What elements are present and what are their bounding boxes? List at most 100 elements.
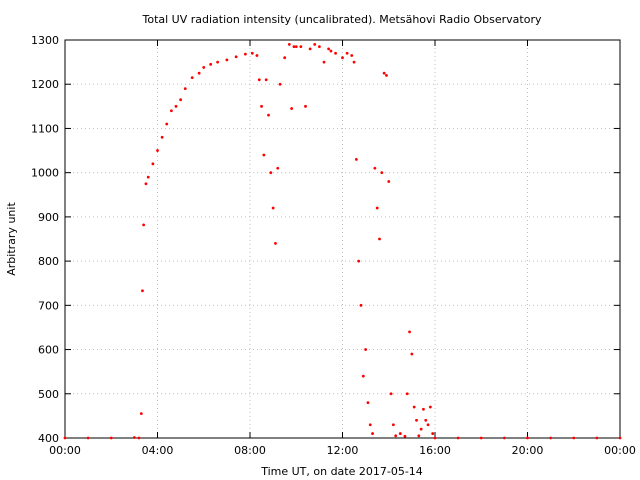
data-point bbox=[257, 78, 261, 82]
data-point bbox=[202, 66, 206, 69]
data-point bbox=[389, 392, 393, 396]
data-point bbox=[380, 171, 384, 175]
data-point bbox=[424, 418, 428, 422]
data-point bbox=[287, 43, 291, 46]
data-point bbox=[385, 73, 388, 77]
data-point bbox=[433, 436, 437, 440]
x-tick-label: 08:00 bbox=[234, 444, 266, 457]
data-point bbox=[341, 56, 344, 60]
data-point bbox=[375, 206, 379, 210]
data-point bbox=[169, 109, 173, 113]
data-point bbox=[271, 206, 275, 210]
data-point bbox=[141, 289, 144, 293]
data-point bbox=[299, 45, 303, 49]
x-tick-label: 00:00 bbox=[604, 444, 636, 457]
data-point bbox=[373, 166, 377, 170]
data-point bbox=[156, 149, 159, 152]
data-point bbox=[109, 436, 113, 440]
data-point bbox=[391, 423, 395, 427]
data-point bbox=[144, 182, 148, 186]
x-axis-label: Time UT, on date 2017-05-14 bbox=[260, 465, 423, 478]
data-point bbox=[354, 158, 358, 161]
data-point bbox=[595, 436, 599, 440]
data-point bbox=[456, 436, 460, 440]
data-point bbox=[398, 432, 402, 435]
data-point bbox=[345, 51, 349, 55]
y-tick-label: 900 bbox=[38, 211, 59, 224]
data-point bbox=[139, 412, 143, 416]
data-point bbox=[146, 175, 150, 179]
data-point bbox=[419, 427, 423, 431]
chart-title: Total UV radiation intensity (uncalibrat… bbox=[142, 13, 542, 26]
data-point bbox=[394, 434, 398, 438]
data-point bbox=[387, 180, 391, 183]
y-tick-label: 800 bbox=[38, 255, 59, 268]
data-point bbox=[412, 405, 416, 409]
data-point bbox=[549, 436, 553, 440]
x-tick-label: 04:00 bbox=[142, 444, 174, 457]
data-point bbox=[183, 87, 187, 91]
y-tick-label: 1300 bbox=[31, 34, 59, 47]
y-axis-label: Arbitrary unit bbox=[5, 202, 18, 276]
data-point bbox=[408, 330, 411, 334]
data-point bbox=[278, 82, 282, 86]
y-tick-label: 600 bbox=[38, 344, 59, 357]
data-point bbox=[197, 71, 201, 75]
axis-ticks: 400 500 600 700 800 900 1000 1100 1200 1300 00:00 0… bbox=[31, 34, 636, 457]
data-point bbox=[366, 401, 370, 405]
data-point bbox=[405, 392, 409, 396]
data-point bbox=[417, 434, 421, 438]
data-point bbox=[234, 55, 238, 59]
data-point bbox=[431, 432, 435, 435]
data-point bbox=[264, 78, 268, 82]
data-point bbox=[243, 52, 247, 56]
data-point bbox=[308, 47, 312, 51]
data-point bbox=[190, 76, 194, 79]
grid bbox=[65, 40, 620, 438]
data-point bbox=[350, 54, 354, 57]
data-point bbox=[260, 104, 263, 108]
y-tick-label: 400 bbox=[38, 432, 59, 445]
data-point bbox=[165, 122, 169, 126]
y-tick-label: 1200 bbox=[31, 78, 59, 91]
data-point bbox=[364, 348, 368, 351]
data-point bbox=[225, 58, 229, 62]
data-point bbox=[329, 49, 333, 53]
data-point bbox=[132, 436, 136, 439]
data-point bbox=[572, 436, 576, 440]
data-point bbox=[428, 405, 432, 409]
data-point bbox=[618, 436, 622, 440]
data-point bbox=[371, 432, 374, 435]
data-point bbox=[216, 60, 220, 64]
data-point bbox=[137, 436, 141, 440]
x-tick-label: 16:00 bbox=[419, 444, 451, 457]
data-point bbox=[334, 51, 337, 55]
data-point bbox=[63, 436, 67, 440]
data-point bbox=[292, 45, 296, 49]
data-point bbox=[313, 43, 317, 46]
data-point bbox=[86, 436, 90, 440]
x-tick-label: 12:00 bbox=[327, 444, 359, 457]
data-point bbox=[422, 407, 425, 411]
data-point bbox=[361, 374, 365, 378]
x-tick-label: 20:00 bbox=[512, 444, 544, 457]
data-point bbox=[526, 436, 529, 440]
x-tick-label: 00:00 bbox=[49, 444, 81, 457]
data-point bbox=[479, 436, 483, 440]
data-point bbox=[502, 436, 506, 440]
data-point bbox=[262, 153, 266, 157]
data-points bbox=[63, 43, 622, 440]
data-point bbox=[160, 135, 164, 139]
data-point bbox=[378, 237, 381, 241]
data-point bbox=[267, 113, 270, 117]
data-point bbox=[403, 434, 407, 438]
plot-frame bbox=[64, 39, 621, 439]
data-point bbox=[179, 98, 183, 102]
data-point bbox=[304, 104, 307, 108]
data-point bbox=[151, 162, 155, 166]
data-point bbox=[276, 166, 280, 170]
y-tick-label: 700 bbox=[38, 299, 59, 312]
data-point bbox=[359, 303, 363, 307]
y-tick-label: 1100 bbox=[31, 122, 59, 135]
